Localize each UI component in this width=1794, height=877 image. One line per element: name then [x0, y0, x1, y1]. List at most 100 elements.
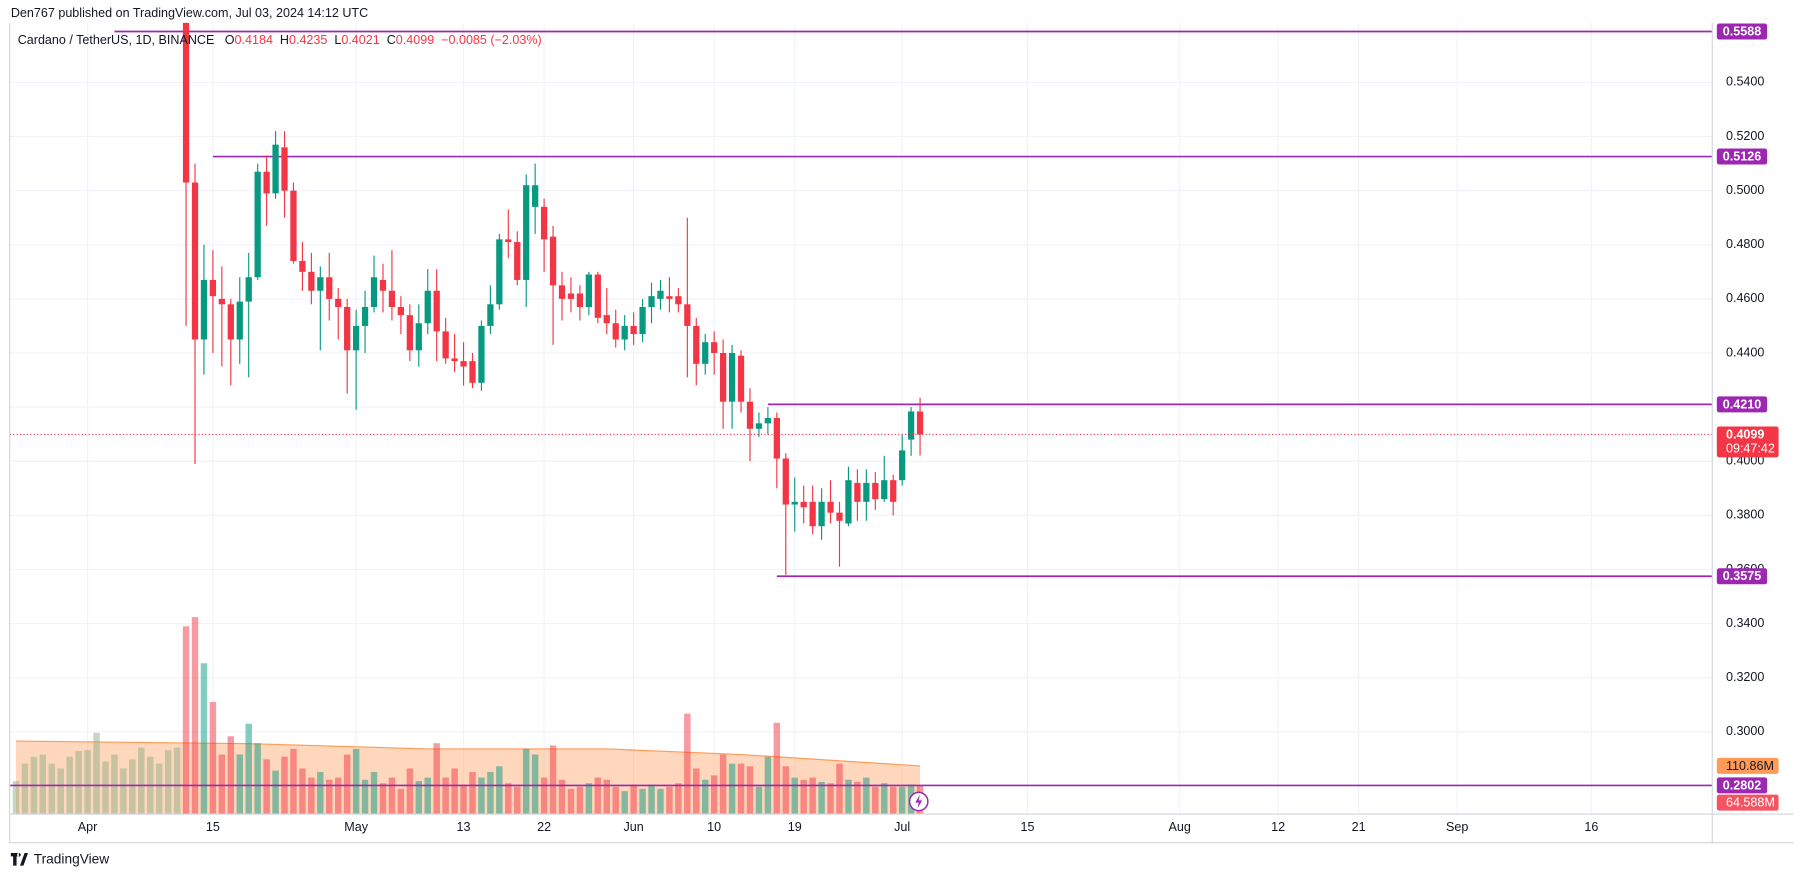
volume-bar — [755, 786, 763, 815]
volume-bar — [21, 763, 29, 815]
x-tick-label: Aug — [1168, 820, 1190, 834]
candle-body — [433, 290, 440, 332]
candle-body — [254, 171, 261, 278]
icon-bolt — [915, 794, 923, 809]
volume-bar — [75, 751, 82, 815]
candle-body — [451, 358, 458, 362]
y-tick-label: 0.4800 — [1726, 237, 1764, 251]
volume-last-box — [1716, 794, 1779, 811]
volume-bar — [809, 777, 816, 815]
candle-body — [764, 417, 772, 424]
candle-body — [532, 185, 539, 207]
candle-body — [406, 315, 413, 351]
volume-bar — [487, 771, 494, 815]
level-label-box — [1716, 777, 1768, 794]
candle-body — [890, 480, 897, 502]
plot-area — [9, 22, 1713, 815]
candle-body — [872, 482, 879, 500]
volume-bar — [39, 754, 47, 815]
volume-bar — [424, 777, 431, 815]
volume-bar — [621, 791, 628, 815]
candle-body — [308, 271, 315, 291]
volume-bar — [630, 784, 637, 815]
level-label-box — [1716, 396, 1768, 413]
candle-body — [827, 501, 834, 513]
volume-bar — [478, 777, 485, 815]
y-tick-label: 0.5400 — [1726, 75, 1764, 89]
y-tick-label: 0.4600 — [1726, 291, 1764, 305]
low-label: L — [334, 33, 341, 47]
symbol-legend: Cardano / TetherUS, 1D, BINANCE O0.4184 … — [18, 33, 542, 47]
candle-body — [711, 342, 718, 354]
candle-body — [621, 325, 628, 340]
candle-body — [317, 277, 324, 291]
level-label-box — [1716, 23, 1768, 40]
volume-bar — [639, 788, 646, 815]
x-tick-label: Jul — [894, 820, 910, 834]
candle-body — [836, 512, 843, 521]
volume-bar — [469, 771, 476, 815]
volume-bar — [505, 783, 512, 815]
axes: 0.30000.32000.34000.36000.38000.40000.42… — [78, 23, 1779, 834]
open-label: O — [225, 33, 235, 47]
volume-bar — [317, 771, 324, 815]
volume-bar — [138, 747, 145, 815]
volume-bar — [845, 779, 852, 815]
close-value: 0.4099 — [396, 33, 434, 47]
countdown-label: 09:47:42 — [1726, 442, 1775, 456]
volume-bar — [433, 743, 440, 815]
y-tick-label: 0.5000 — [1726, 183, 1764, 197]
candle-body — [863, 482, 870, 502]
volume-bar — [702, 779, 709, 815]
volume-bar — [567, 788, 575, 815]
volume-bar — [236, 754, 243, 815]
candle-body — [693, 325, 700, 364]
x-tick-label: 15 — [1020, 820, 1034, 834]
candle-body — [478, 325, 485, 383]
tradingview-logo: TradingView — [10, 851, 109, 866]
candle-body — [200, 279, 208, 340]
candle-body — [684, 304, 691, 326]
candle-body — [907, 411, 915, 440]
candle-body — [809, 501, 816, 527]
candle-body — [773, 417, 780, 459]
volume-bar — [728, 763, 736, 815]
volume-bar — [48, 763, 56, 815]
volume-bar — [863, 777, 870, 815]
candle-body — [388, 290, 396, 308]
y-tick-label: 0.3000 — [1726, 724, 1764, 738]
candle-body — [567, 293, 575, 299]
volume-bar — [898, 786, 906, 815]
candle-body — [442, 331, 449, 359]
candle-body — [460, 361, 467, 367]
volume-bar — [406, 768, 414, 815]
volume-bar — [200, 663, 208, 815]
candle-body — [469, 361, 476, 383]
candle-body — [666, 296, 673, 299]
candle-body — [702, 342, 709, 364]
candle-body — [657, 290, 664, 299]
volume-bar — [182, 626, 190, 815]
logo-icon — [10, 852, 29, 866]
y-tick-label: 0.3200 — [1726, 670, 1764, 684]
volume-bar — [352, 748, 360, 815]
volume-bar — [737, 763, 745, 815]
candle-body — [361, 307, 369, 326]
volume-bar — [549, 745, 557, 815]
volume-bar — [800, 779, 807, 815]
volume-bar — [308, 777, 315, 815]
volume-bar — [603, 779, 610, 815]
candle-body — [505, 239, 512, 243]
candle-body — [335, 298, 342, 308]
volume-bar — [612, 786, 619, 815]
volume-bar — [746, 766, 754, 815]
volume-bar — [666, 786, 673, 815]
publisher-header: Den767 published on TradingView.com, Jul… — [11, 6, 368, 20]
level-label-box — [1716, 148, 1768, 165]
candle-body — [227, 304, 234, 340]
last-price-box — [1716, 426, 1779, 458]
volume-bar — [657, 788, 664, 815]
volume-bar — [675, 783, 682, 815]
candle-body — [397, 307, 405, 316]
